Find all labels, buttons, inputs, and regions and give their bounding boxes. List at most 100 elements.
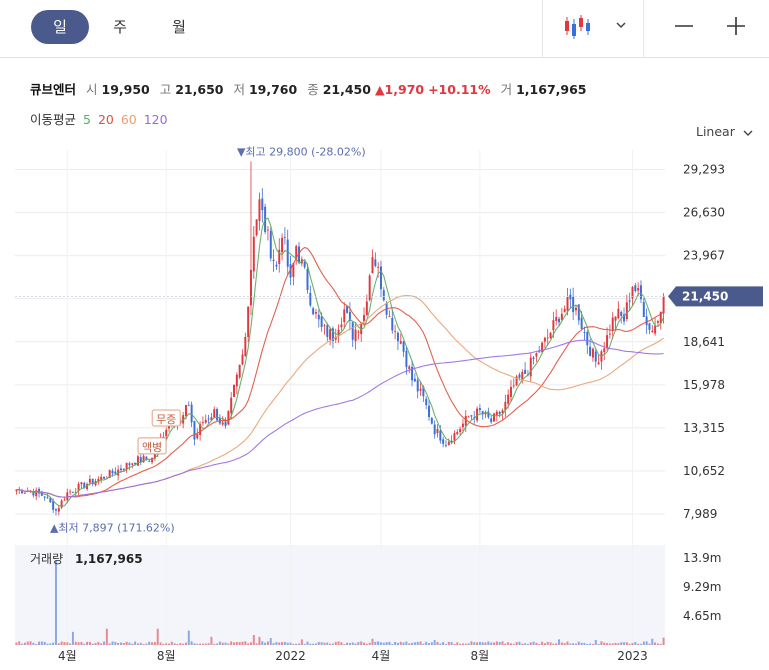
volume-bar [272,643,275,645]
volume-bar [518,641,521,645]
volume-bar [574,643,577,645]
candle-body [594,351,597,362]
volume-bar [422,643,425,645]
candle-body [490,418,493,423]
candle-body [560,313,563,320]
candle-body [283,237,286,239]
volume-bar [204,643,207,645]
candle-body [371,257,374,274]
volume-bar [481,642,484,645]
volume-bar [354,643,357,645]
volume-bar [329,643,332,645]
volume-bar [38,641,41,645]
volume-bar [139,642,142,645]
volume-bar [32,642,35,645]
volume-bar [501,641,504,645]
candle-body [80,482,83,485]
candle-body [507,394,510,404]
candle-body [142,456,145,463]
candle-body [447,441,450,446]
volume-bar [614,642,617,645]
candle-body [394,331,397,332]
volume-bar [343,644,346,645]
volume-bar [97,641,100,645]
volume-bar [156,628,159,645]
time-tick-label: 4월 [372,649,391,663]
volume-bar [255,643,258,645]
candle-body [32,491,35,496]
volume-bar [221,642,224,645]
volume-bar [623,642,626,645]
candle-body [374,259,377,266]
volume-bar [368,642,371,645]
candle-body [272,259,275,262]
price-info-bar: 큐브엔터 시 19,950 고 21,650 저 19,760 종 21,450… [30,79,587,98]
candle-body [292,263,295,277]
tab-weekly[interactable]: 주 [113,18,127,36]
close-label: 종 [307,82,319,97]
candle-body [153,453,156,459]
minus-icon[interactable] [673,16,695,36]
volume-bar [125,641,128,645]
candle-body [524,369,527,374]
candle-body [521,371,524,380]
candle-body [442,439,445,444]
candle-body [493,413,496,422]
volume-bar [283,641,286,645]
volume-bar [620,642,623,645]
price-tick-label: 23,967 [683,249,725,263]
volume-bar [526,643,529,645]
close-value: 21,450 [322,82,371,97]
candle-body [317,314,320,320]
tab-monthly[interactable]: 월 [172,18,186,36]
volume-bar [428,643,431,645]
ma-20-label: 20 [97,112,114,127]
volume-bar [74,641,77,645]
candle-body [645,316,648,326]
candle-body [628,300,631,302]
open-label: 시 [86,82,98,97]
candle-body [331,328,334,342]
price-tick-label: 7,989 [683,507,717,521]
candle-body [402,341,405,352]
tab-daily[interactable]: 일 [31,10,89,44]
candle-body [74,492,77,494]
scale-mode-selector[interactable]: Linear [696,124,754,139]
candle-body [603,348,606,353]
candle-body [569,294,572,300]
plus-icon[interactable] [725,16,747,36]
volume-bar [23,642,26,645]
low-value: 19,760 [248,82,298,97]
candle-body [509,386,512,397]
moving-average-legend: 이동평균 5 20 60 120 [30,109,171,128]
candle-body [405,350,408,368]
candle-body [241,354,244,365]
candle-body [320,316,323,327]
volume-bar [631,643,634,645]
candle-body [495,411,498,415]
candle-body [91,478,94,485]
chevron-down-icon[interactable] [614,17,628,31]
candle-body [538,351,541,353]
chevron-down-icon [743,130,753,136]
candle-body [617,308,620,319]
volume-bar [413,642,416,645]
candle-body [295,246,298,260]
time-tick-label: 2022 [275,649,306,663]
candle-body [337,329,340,336]
volume-bar [648,643,651,645]
volume-bars [15,560,665,645]
candle-body [659,311,662,324]
candlestick-icon[interactable] [562,13,592,41]
candle-body [43,496,46,498]
candle-body [125,462,128,470]
volume-bar [656,643,659,645]
volume-bar [151,642,154,645]
volume-bar [306,641,309,645]
candle-body [199,423,202,435]
candle-body [323,325,326,327]
volume-bar [227,643,230,645]
candle-body [213,409,216,418]
volume-bar [439,643,442,645]
